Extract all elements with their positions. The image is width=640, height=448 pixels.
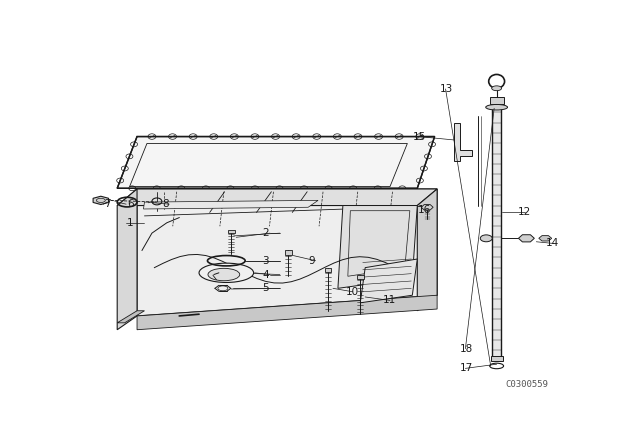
Polygon shape xyxy=(539,236,552,241)
Text: 2: 2 xyxy=(262,228,269,238)
Polygon shape xyxy=(117,189,437,206)
Text: 9: 9 xyxy=(308,256,315,266)
Polygon shape xyxy=(93,196,109,204)
Polygon shape xyxy=(117,311,145,323)
Polygon shape xyxy=(356,275,364,280)
Text: 7: 7 xyxy=(104,199,111,209)
Ellipse shape xyxy=(199,263,253,283)
Polygon shape xyxy=(490,97,504,104)
Ellipse shape xyxy=(480,235,492,242)
Text: 10: 10 xyxy=(346,287,358,297)
Polygon shape xyxy=(143,200,318,209)
Polygon shape xyxy=(492,99,501,359)
Text: 15: 15 xyxy=(413,132,426,142)
Polygon shape xyxy=(285,250,292,254)
Text: 3: 3 xyxy=(262,256,269,266)
Polygon shape xyxy=(137,295,437,330)
Ellipse shape xyxy=(208,268,240,281)
Text: 14: 14 xyxy=(547,238,559,249)
Text: 1: 1 xyxy=(127,218,134,228)
Polygon shape xyxy=(137,189,437,316)
Text: 17: 17 xyxy=(460,363,473,373)
Text: 6: 6 xyxy=(127,199,134,209)
Polygon shape xyxy=(491,356,502,362)
Polygon shape xyxy=(360,259,417,303)
Ellipse shape xyxy=(486,104,508,110)
Text: 16: 16 xyxy=(419,205,431,215)
Text: 12: 12 xyxy=(518,207,531,217)
Polygon shape xyxy=(117,189,137,330)
Polygon shape xyxy=(417,189,437,311)
Text: 18: 18 xyxy=(460,344,473,354)
Text: 13: 13 xyxy=(440,84,453,94)
Text: C0300559: C0300559 xyxy=(505,380,548,389)
Text: 5: 5 xyxy=(262,283,269,293)
Polygon shape xyxy=(454,123,472,161)
Polygon shape xyxy=(421,205,433,210)
Polygon shape xyxy=(518,235,534,242)
Polygon shape xyxy=(228,230,235,233)
Polygon shape xyxy=(324,267,332,272)
Text: 8: 8 xyxy=(162,199,168,209)
Polygon shape xyxy=(117,137,435,188)
Text: 4: 4 xyxy=(262,270,269,280)
Polygon shape xyxy=(338,206,417,289)
Ellipse shape xyxy=(492,86,502,90)
Text: 11: 11 xyxy=(383,295,396,306)
